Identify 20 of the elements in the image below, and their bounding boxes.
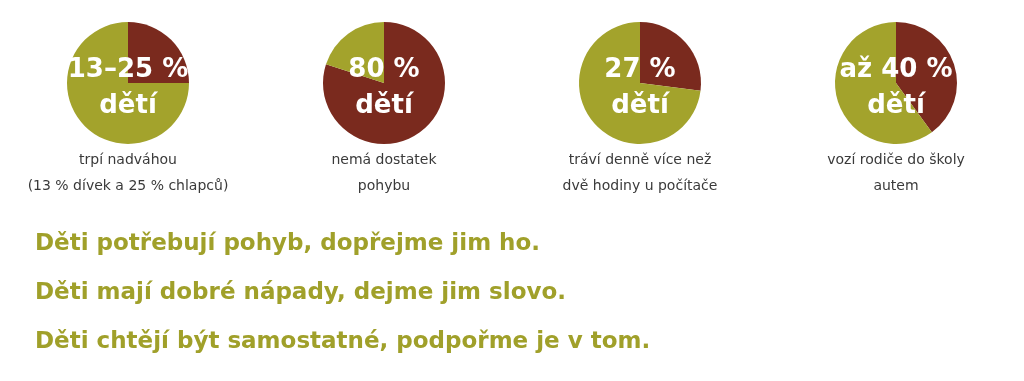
text: dvě hodiny u počítače — [562, 177, 718, 193]
text: tráví denně více než — [568, 151, 712, 167]
text: Děti potřebují pohyb, dopřejme jim ho. — [35, 229, 541, 255]
text: vozí rodiče do školy — [827, 151, 965, 167]
pie-slice — [579, 22, 701, 144]
text: Děti mají dobré nápady, dejme jim slovo. — [35, 278, 566, 304]
text: autem — [873, 177, 919, 193]
text: pohybu — [357, 177, 411, 193]
text: dětí — [99, 89, 159, 119]
text: dětí — [611, 89, 671, 119]
text: 80 % — [348, 53, 420, 83]
text: nemá dostatek — [331, 151, 438, 167]
pie-slice — [640, 22, 701, 91]
pie-slice — [323, 22, 445, 144]
text: (13 % dívek a 25 % chlapců) — [27, 177, 229, 193]
text: Děti chtějí být samostatné, podpořme je v tom. — [35, 327, 651, 353]
text: dětí — [355, 89, 415, 119]
text: 27 % — [604, 53, 676, 83]
text: trpí nadváhou — [79, 151, 177, 167]
text: až 40 % — [839, 53, 953, 83]
